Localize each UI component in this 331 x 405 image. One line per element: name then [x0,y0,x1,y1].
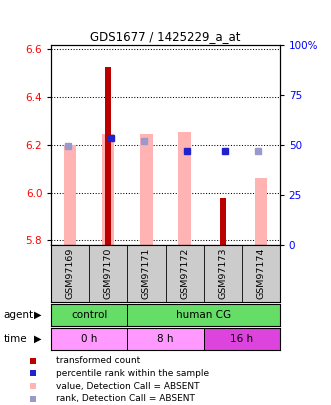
Bar [178,132,191,245]
Text: 16 h: 16 h [230,334,253,344]
Text: GSM97169: GSM97169 [66,248,75,299]
Text: rank, Detection Call = ABSENT: rank, Detection Call = ABSENT [56,394,195,403]
Text: GSM97172: GSM97172 [180,248,189,299]
Text: value, Detection Call = ABSENT: value, Detection Call = ABSENT [56,382,200,390]
Title: GDS1677 / 1425229_a_at: GDS1677 / 1425229_a_at [90,30,241,43]
Bar [204,328,280,350]
Text: percentile rank within the sample: percentile rank within the sample [56,369,210,378]
Text: 0 h: 0 h [81,334,98,344]
Bar [127,328,204,350]
Text: 8 h: 8 h [157,334,174,344]
Text: control: control [71,310,108,320]
Text: ▶: ▶ [34,334,42,344]
Bar [51,328,127,350]
Bar [64,145,76,245]
Text: GSM97174: GSM97174 [256,248,265,299]
Text: time: time [3,334,27,344]
Bar [102,134,115,245]
Text: human CG: human CG [176,310,231,320]
Text: transformed count: transformed count [56,356,141,365]
Text: GSM97170: GSM97170 [104,248,113,299]
Bar [140,134,153,245]
Bar [255,178,267,245]
Bar [105,67,112,245]
Text: agent: agent [3,310,33,320]
Text: GSM97171: GSM97171 [142,248,151,299]
Text: ▶: ▶ [34,310,42,320]
Bar [219,198,226,245]
Text: GSM97173: GSM97173 [218,247,227,299]
